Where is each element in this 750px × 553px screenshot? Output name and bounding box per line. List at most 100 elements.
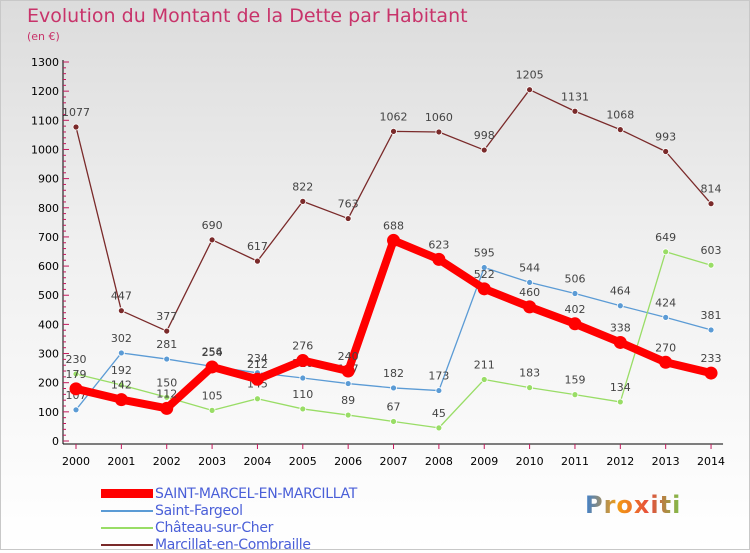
data-label: 254 — [202, 346, 223, 359]
legend-item: Saint-Fargeol — [101, 502, 357, 519]
data-point — [480, 376, 488, 383]
data-point — [341, 364, 355, 378]
y-tick-label: 600 — [38, 260, 59, 273]
data-label: 814 — [701, 183, 722, 196]
data-label: 460 — [519, 286, 540, 299]
data-label: 134 — [610, 381, 631, 394]
data-point — [344, 380, 352, 387]
data-point — [299, 197, 307, 205]
data-label: 424 — [655, 296, 676, 309]
data-point — [163, 327, 171, 335]
x-tick-label: 2000 — [62, 455, 90, 468]
data-label: 447 — [111, 290, 132, 303]
data-point — [390, 418, 397, 425]
x-tick-label: 2009 — [470, 455, 498, 468]
legend: SAINT-MARCEL-EN-MARCILLAT Saint-Fargeol Ch… — [101, 485, 357, 553]
data-point — [250, 372, 264, 386]
data-label: 230 — [66, 353, 87, 366]
data-point — [160, 401, 174, 415]
x-tick-label: 2012 — [606, 455, 634, 468]
data-label: 381 — [701, 309, 722, 322]
data-point — [616, 126, 624, 134]
data-point — [659, 355, 673, 369]
data-label: 281 — [156, 338, 177, 351]
line-chart: 0 100 200 300 400 500 600 700 800 900 1000 1100 1200… — [31, 56, 725, 468]
legend-item: Marcillat-en-Combraille — [101, 536, 357, 553]
data-point — [571, 290, 579, 297]
data-label: 506 — [564, 272, 585, 285]
data-label: 270 — [655, 341, 676, 354]
data-point — [523, 300, 537, 314]
data-point — [704, 366, 718, 380]
data-point — [480, 146, 488, 154]
x-tick-label: 2006 — [334, 455, 362, 468]
y-tick-label: 800 — [38, 202, 59, 215]
data-label: 522 — [474, 268, 495, 281]
data-point — [114, 393, 128, 407]
series-3: 1077 447 377 690 617 822 763 1062 1060 998 1205 113… — [62, 69, 722, 335]
data-label: 688 — [383, 219, 404, 232]
data-point — [254, 257, 261, 265]
x-tick-label: 2002 — [153, 455, 181, 468]
legend-label: Saint-Fargeol — [155, 502, 243, 519]
x-tick-label: 2008 — [425, 455, 453, 468]
data-label: 1077 — [62, 106, 90, 119]
y-tick-label: 900 — [38, 173, 59, 186]
y-tick-label: 1200 — [31, 85, 59, 98]
data-point — [117, 307, 125, 315]
data-label: 993 — [655, 131, 676, 144]
data-label: 595 — [474, 247, 495, 260]
data-label: 623 — [428, 238, 449, 251]
data-label: 998 — [474, 129, 495, 142]
data-point — [299, 405, 307, 413]
data-label: 212 — [247, 358, 268, 371]
data-point — [69, 382, 83, 396]
data-point — [435, 128, 443, 136]
data-point — [387, 233, 401, 247]
data-label: 240 — [338, 350, 359, 363]
legend-label: SAINT-MARCEL-EN-MARCILLAT — [155, 485, 357, 502]
data-point — [254, 395, 261, 403]
x-tick-label: 2003 — [198, 455, 226, 468]
proxiti-logo: Proxiti — [585, 491, 681, 519]
data-point — [72, 406, 80, 414]
data-label: 105 — [202, 389, 223, 402]
data-label: 67 — [387, 400, 401, 413]
data-point — [117, 381, 125, 389]
data-label: 690 — [202, 219, 223, 232]
data-label: 402 — [564, 303, 585, 316]
data-label: 182 — [383, 367, 404, 380]
data-point — [72, 370, 80, 378]
legend-swatch — [101, 526, 153, 529]
x-tick-label: 2013 — [652, 455, 680, 468]
data-point — [117, 349, 125, 357]
data-label: 110 — [292, 388, 313, 401]
data-label: 763 — [338, 198, 359, 211]
data-label: 112 — [156, 387, 177, 400]
y-tick-label: 0 — [52, 435, 59, 448]
data-label: 183 — [519, 367, 540, 380]
chart-unit: (en €) — [27, 30, 60, 43]
x-tick-label: 2011 — [561, 455, 589, 468]
data-point — [477, 282, 491, 296]
data-label: 173 — [428, 370, 449, 383]
y-tick-label: 500 — [38, 289, 59, 302]
data-label: 159 — [564, 374, 585, 387]
data-point — [613, 335, 627, 349]
data-label: 464 — [610, 285, 631, 298]
data-label: 1068 — [606, 109, 634, 122]
data-point — [299, 374, 307, 382]
data-label: 179 — [66, 368, 87, 381]
data-point — [707, 261, 715, 269]
y-tick-label: 700 — [38, 231, 59, 244]
data-label: 234 — [247, 352, 268, 365]
data-point — [526, 279, 533, 286]
data-label: 192 — [111, 364, 132, 377]
data-point — [616, 302, 624, 310]
data-label: 142 — [111, 379, 132, 392]
data-point — [435, 387, 443, 394]
data-label: 302 — [111, 332, 132, 345]
x-tick-label: 2010 — [516, 455, 544, 468]
y-tick-label: 100 — [38, 406, 59, 419]
data-point — [662, 248, 670, 256]
